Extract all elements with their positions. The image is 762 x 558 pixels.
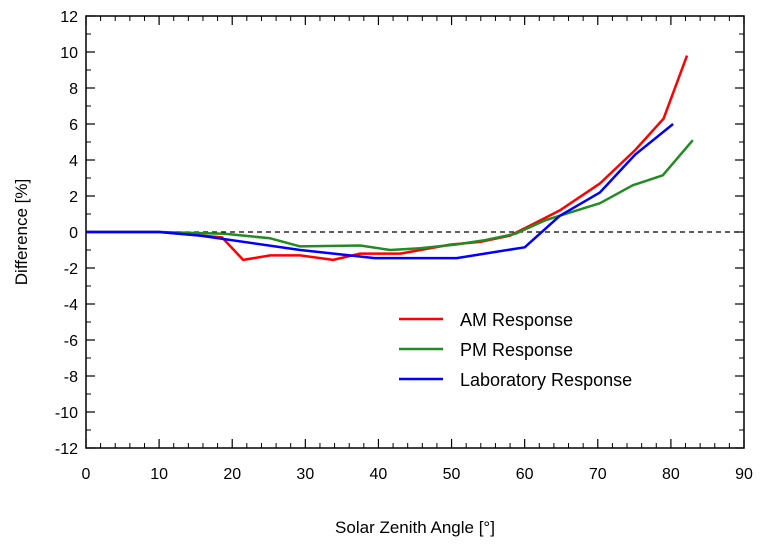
x-tick-label: 50 [443,466,461,483]
plot-frame [85,15,745,449]
x-axis-label: Solar Zenith Angle [°] [335,518,495,537]
y-tick-label: -8 [64,369,78,386]
x-tick-label: 60 [516,466,534,483]
legend-label: PM Response [460,340,573,360]
series-line-laboratory-response [86,123,674,260]
x-tick-label: 0 [82,466,91,483]
legend-label: AM Response [460,310,573,330]
x-tick-label: 40 [370,466,388,483]
y-tick-label: 8 [69,81,78,98]
y-tick-label: -6 [64,333,78,350]
x-tick-label: 80 [662,466,680,483]
y-tick-label: -2 [64,261,78,278]
x-tick-label: 30 [296,466,314,483]
x-tick-label: 90 [735,466,753,483]
y-axis-label: Difference [%] [12,179,31,285]
y-tick-label: -12 [55,441,78,458]
series-line-am-response [86,55,689,262]
x-tick-label: 70 [589,466,607,483]
series-line-pm-response [86,139,694,252]
y-tick-label: 4 [69,153,78,170]
y-tick-label: 6 [69,117,78,134]
y-tick-label: -4 [64,297,78,314]
x-tick-label: 10 [150,466,168,483]
y-tick-label: 2 [69,189,78,206]
y-tick-label: 0 [69,225,78,242]
legend-label: Laboratory Response [460,370,632,390]
y-tick-label: 10 [60,45,78,62]
y-tick-label: -10 [55,405,78,422]
x-tick-label: 20 [223,466,241,483]
y-tick-label: 12 [60,9,78,26]
